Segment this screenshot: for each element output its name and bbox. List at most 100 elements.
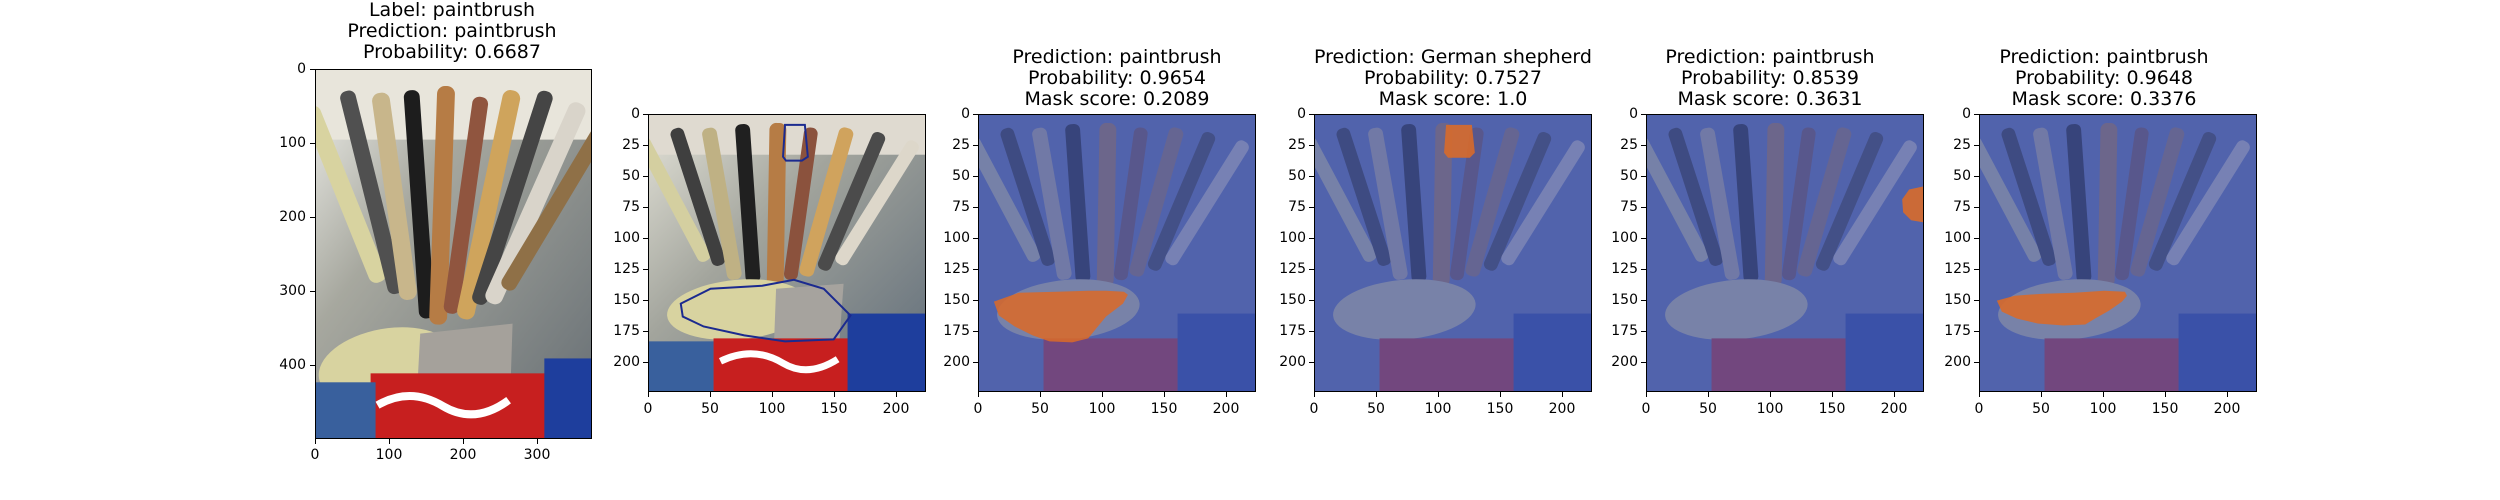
x-tick-label: 50 [1031, 401, 1049, 417]
y-tick-label: 0 [961, 106, 970, 122]
x-tick-label: 150 [1486, 401, 1514, 417]
x-tick-label: 100 [1424, 401, 1452, 417]
y-tick-label: 200 [279, 209, 306, 225]
title-line-probability: Probability: 0.9648 [2015, 67, 2193, 89]
paintbrush-image [316, 70, 591, 438]
title-line-mask-score: Mask score: 0.2089 [1024, 88, 1210, 110]
y-tick-label: 25 [1288, 137, 1306, 153]
y-tick-label: 100 [613, 230, 640, 246]
panel-title: Label: paintbrush Prediction: paintbrush… [347, 0, 556, 63]
title-line-prediction: Prediction: paintbrush [1999, 46, 2209, 68]
y-tick-label: 25 [1620, 137, 1638, 153]
mask-region [1996, 290, 2127, 326]
y-tick-label: 75 [1953, 199, 1971, 215]
x-tick-label: 150 [2151, 401, 2179, 417]
title-line-mask-score: Mask score: 1.0 [1378, 88, 1528, 110]
y-tick-label: 150 [943, 292, 970, 308]
y-tick-label: 150 [1944, 292, 1971, 308]
x-tick-label: 100 [758, 401, 786, 417]
x-tick-label: 150 [1150, 401, 1178, 417]
title-line-mask-score: Mask score: 0.3631 [1677, 88, 1863, 110]
x-tick-label: 200 [1548, 401, 1576, 417]
y-tick-label: 150 [1611, 292, 1638, 308]
y-tick-label: 50 [1620, 168, 1638, 184]
masked-image [1980, 115, 2256, 391]
y-tick-label: 175 [613, 323, 640, 339]
x-tick-label: 50 [1699, 401, 1717, 417]
y-tick-label: 100 [279, 135, 306, 151]
image-axes [648, 114, 926, 392]
contour-cloth [679, 278, 852, 343]
panel-prediction-paintbrush-3: Prediction: paintbrush Probability: 0.96… [1920, 0, 2257, 500]
title-line-prediction: Prediction: paintbrush [1665, 46, 1875, 68]
x-tick-label: 150 [820, 401, 848, 417]
y-tick-label: 100 [1279, 230, 1306, 246]
y-tick-label: 150 [1279, 292, 1306, 308]
title-line-prediction: Prediction: paintbrush [1012, 46, 1222, 68]
x-tick-label: 100 [1756, 401, 1784, 417]
image-axes [1314, 114, 1592, 392]
y-tick-label: 200 [1279, 354, 1306, 370]
title-line-prediction: Prediction: paintbrush [347, 20, 557, 42]
x-tick-label: 0 [973, 401, 983, 417]
x-tick-label: 100 [2089, 401, 2117, 417]
y-tick-label: 0 [1297, 106, 1306, 122]
y-tick-label: 200 [1611, 354, 1638, 370]
y-tick-label: 175 [1279, 323, 1306, 339]
x-tick-label: 150 [1818, 401, 1846, 417]
title-line-mask-score: Mask score: 0.3376 [2011, 88, 2197, 110]
y-tick-label: 200 [613, 354, 640, 370]
x-tick-label: 50 [1367, 401, 1385, 417]
y-tick-label: 100 [1944, 230, 1971, 246]
title-line-prediction: Prediction: German shepherd [1314, 46, 1592, 68]
y-tick-label: 125 [613, 261, 640, 277]
y-tick-label: 125 [1944, 261, 1971, 277]
y-tick-label: 0 [1629, 106, 1638, 122]
y-tick-label: 75 [1288, 199, 1306, 215]
x-tick-label: 50 [701, 401, 719, 417]
image-axes [315, 69, 592, 439]
image-axes [978, 114, 1256, 392]
title-line-probability: Probability: 0.6687 [363, 41, 541, 63]
y-tick-label: 175 [1611, 323, 1638, 339]
y-tick-label: 100 [1611, 230, 1638, 246]
masked-image [1315, 115, 1591, 391]
y-tick-label: 175 [1944, 323, 1971, 339]
y-tick-label: 0 [1962, 106, 1971, 122]
y-tick-label: 125 [1279, 261, 1306, 277]
masked-image [979, 115, 1255, 391]
panel-prediction-paintbrush-2: Prediction: paintbrush Probability: 0.85… [1590, 0, 1924, 500]
panel-title: Prediction: paintbrush Probability: 0.96… [1999, 47, 2208, 110]
y-tick-label: 75 [952, 199, 970, 215]
x-tick-label: 0 [1309, 401, 1319, 417]
y-tick-label: 25 [1953, 137, 1971, 153]
x-tick-label: 200 [1212, 401, 1240, 417]
x-tick-label: 300 [523, 447, 551, 463]
x-tick-label: 0 [1974, 401, 1984, 417]
y-tick-label: 50 [1953, 168, 1971, 184]
y-tick-label: 50 [952, 168, 970, 184]
x-tick-label: 50 [2032, 401, 2050, 417]
x-tick-label: 100 [1088, 401, 1116, 417]
paintbrush-image [649, 115, 925, 391]
y-tick-label: 175 [943, 323, 970, 339]
contour-brush-head [782, 123, 809, 162]
y-tick-label: 50 [622, 168, 640, 184]
image-axes [1646, 114, 1924, 392]
y-tick-label: 200 [943, 354, 970, 370]
title-line-probability: Probability: 0.7527 [1364, 67, 1542, 89]
brush-cluster [316, 85, 591, 325]
y-tick-label: 25 [622, 137, 640, 153]
y-tick-label: 125 [1611, 261, 1638, 277]
panel-contour [600, 0, 930, 500]
x-tick-label: 200 [1880, 401, 1908, 417]
y-tick-label: 300 [279, 283, 306, 299]
mask-region [1444, 124, 1475, 158]
brush-cluster [649, 122, 919, 287]
x-tick-label: 100 [375, 447, 403, 463]
title-line-probability: Probability: 0.8539 [1681, 67, 1859, 89]
y-tick-label: 125 [943, 261, 970, 277]
mask-region [1902, 186, 1923, 223]
x-tick-label: 200 [882, 401, 910, 417]
